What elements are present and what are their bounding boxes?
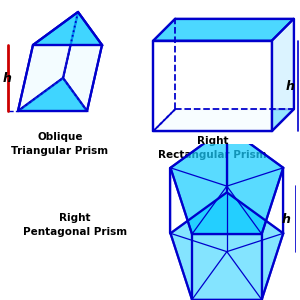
Polygon shape bbox=[18, 78, 87, 111]
Polygon shape bbox=[227, 127, 283, 233]
Text: Pentagonal Prism: Pentagonal Prism bbox=[23, 227, 127, 237]
Polygon shape bbox=[153, 40, 272, 131]
Polygon shape bbox=[18, 45, 102, 111]
Polygon shape bbox=[192, 234, 262, 300]
Text: Rectangular Prism: Rectangular Prism bbox=[158, 150, 267, 160]
Polygon shape bbox=[170, 127, 283, 234]
Text: $\bfit{h}$: $\bfit{h}$ bbox=[285, 79, 295, 93]
Polygon shape bbox=[33, 12, 102, 45]
Polygon shape bbox=[153, 19, 294, 40]
Polygon shape bbox=[170, 127, 227, 233]
Polygon shape bbox=[272, 19, 294, 131]
Polygon shape bbox=[170, 168, 192, 300]
Text: $\bfit{h}$: $\bfit{h}$ bbox=[2, 71, 12, 85]
Text: Right: Right bbox=[197, 136, 228, 146]
Polygon shape bbox=[262, 168, 283, 300]
Text: $\bfit{h}$: $\bfit{h}$ bbox=[280, 212, 291, 226]
Polygon shape bbox=[18, 12, 78, 111]
Text: Right: Right bbox=[59, 213, 91, 223]
Polygon shape bbox=[153, 109, 294, 131]
Text: Oblique: Oblique bbox=[37, 132, 83, 142]
Polygon shape bbox=[170, 192, 283, 300]
Text: Triangular Prism: Triangular Prism bbox=[11, 146, 109, 155]
Polygon shape bbox=[63, 12, 102, 111]
